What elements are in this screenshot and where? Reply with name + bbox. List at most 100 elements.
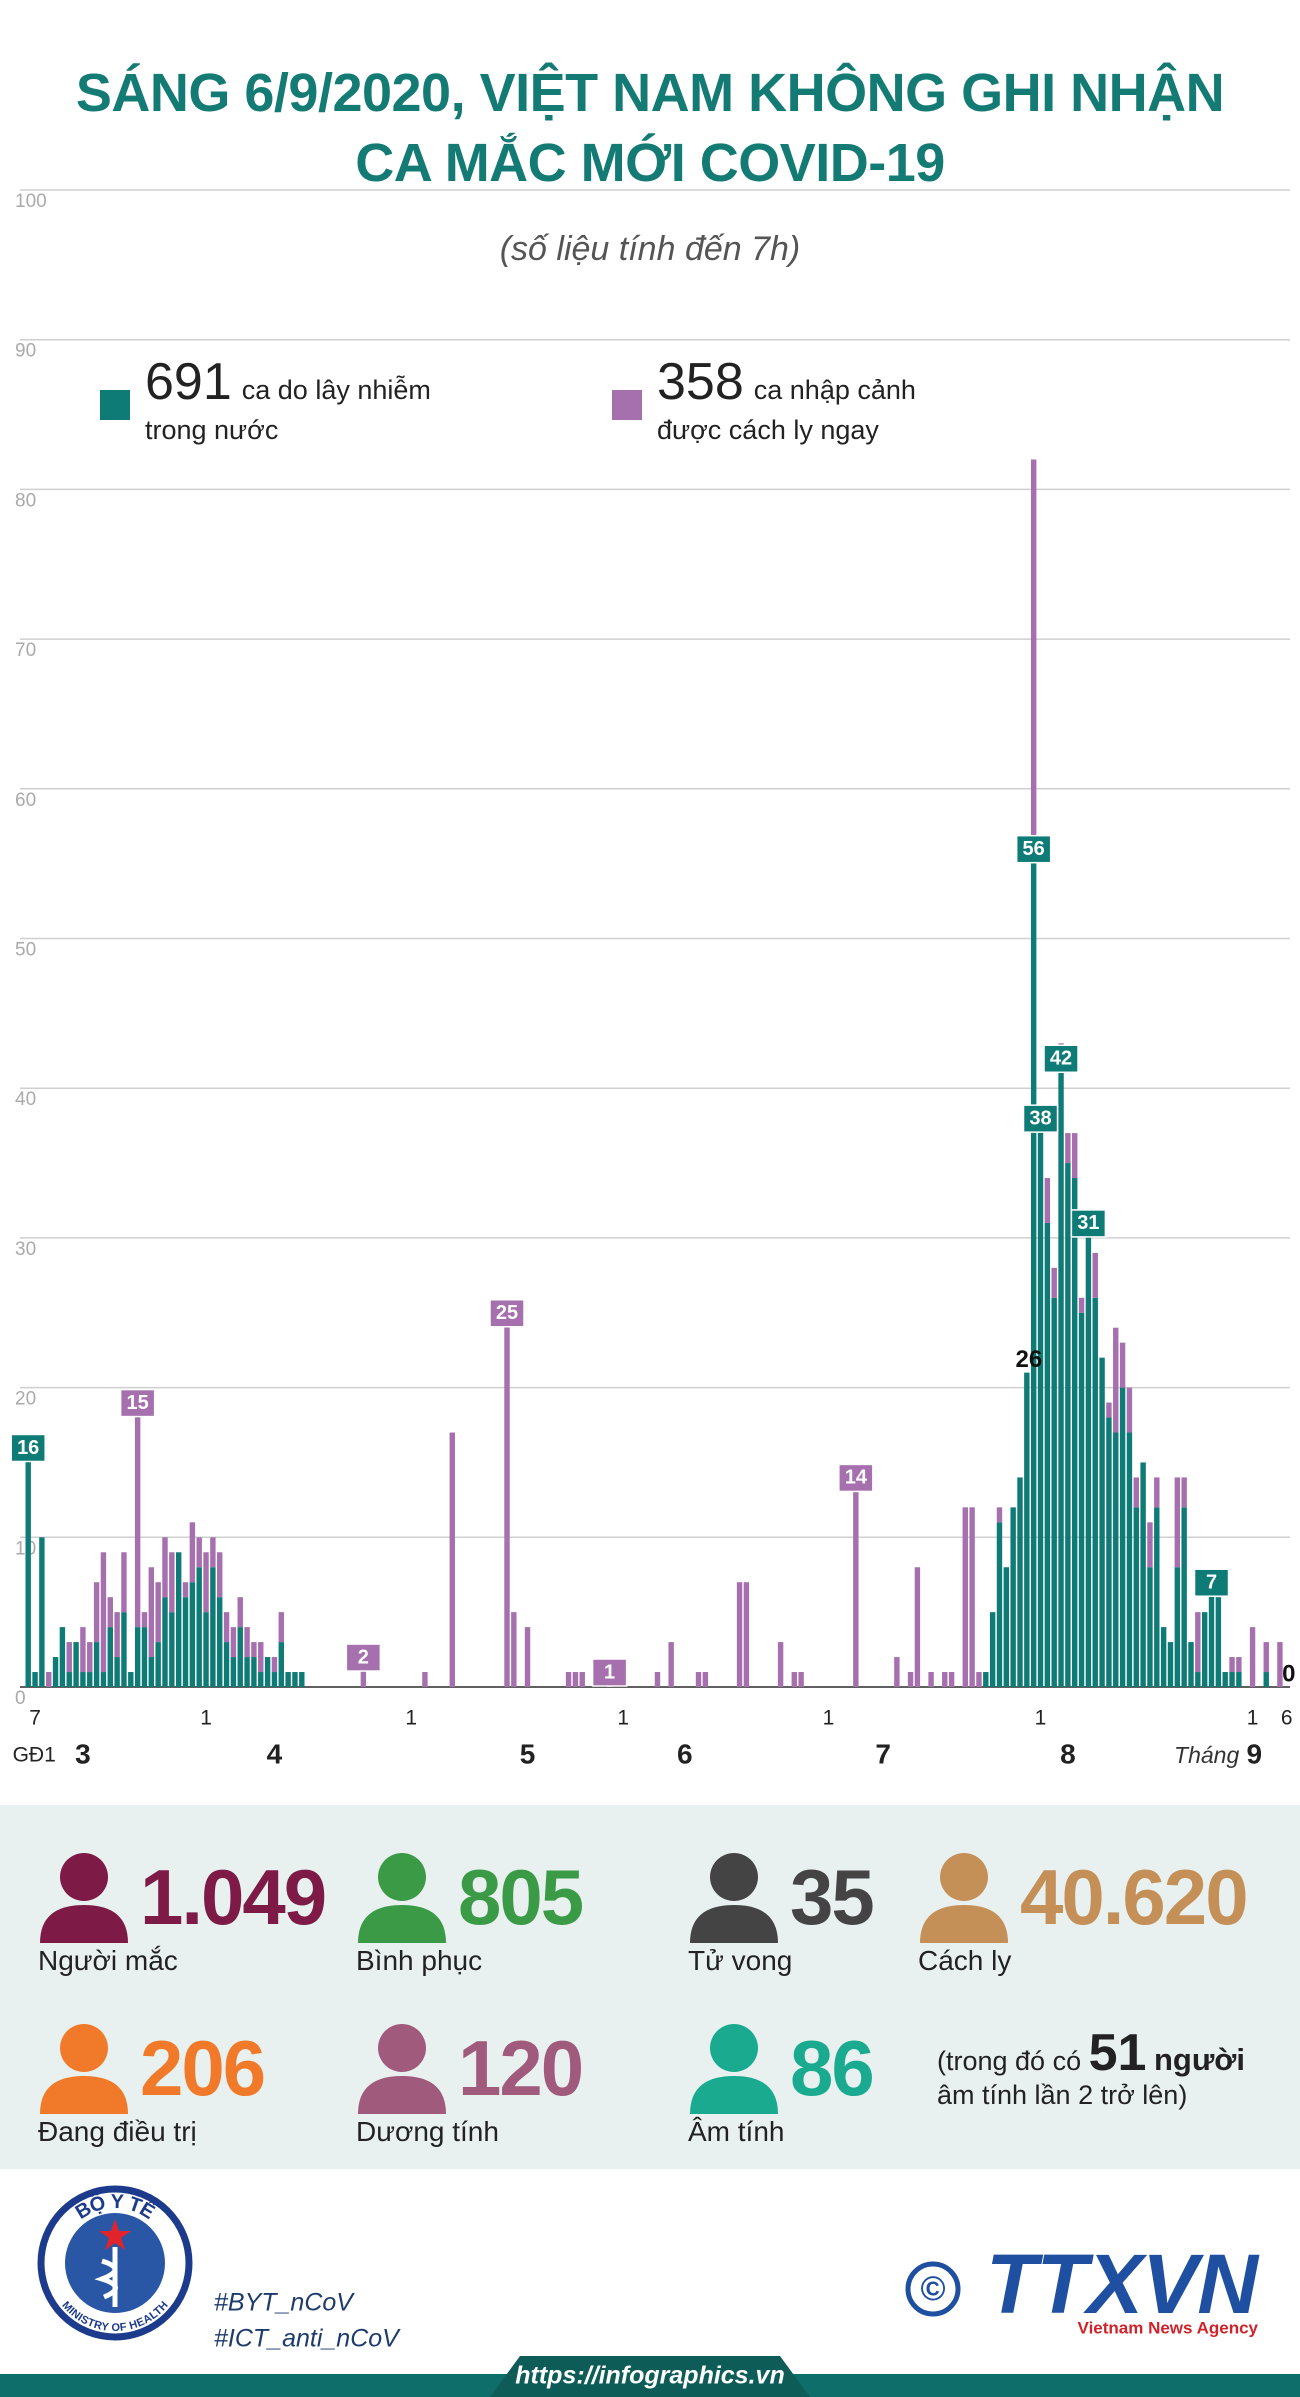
x-tick-label: 7: [29, 1707, 41, 1730]
legend-entry: 691 ca do lây nhiễm trong nước: [145, 356, 475, 450]
bar-segment: [189, 1582, 196, 1687]
icon-head: [60, 2024, 108, 2072]
bar-segment: [1058, 1058, 1064, 1687]
month-label: 6: [677, 1738, 693, 1769]
bar-segment: [996, 1522, 1003, 1687]
bar-segment: [1106, 1402, 1112, 1418]
bar-segment: [182, 1582, 189, 1598]
data-label: 16: [17, 1437, 39, 1459]
person-icon: [40, 1853, 128, 1943]
bar-segment: [52, 1657, 59, 1687]
bar-segment: [80, 1627, 86, 1673]
bar-segment: [134, 1402, 141, 1628]
bar-segment: [100, 1552, 107, 1673]
month-label: 3: [75, 1738, 91, 1769]
bar-segment: [668, 1642, 674, 1687]
bar-segment: [244, 1627, 250, 1658]
bar-segment: [46, 1672, 52, 1687]
stat-value: 40.620: [1020, 1853, 1249, 1941]
bar-segment: [141, 1627, 148, 1687]
bar-segment: [66, 1672, 72, 1687]
data-label-box: [345, 1643, 382, 1672]
icon-body: [690, 2076, 778, 2114]
data-label-box: [1193, 1568, 1230, 1597]
bar-segment: [1099, 1357, 1105, 1687]
bar-segment: [162, 1597, 168, 1687]
bar-segment: [1188, 1642, 1194, 1687]
y-tick-label: 0: [15, 1688, 26, 1709]
bar-segment: [1140, 1462, 1146, 1687]
bar-segment: [203, 1552, 209, 1613]
bar-segment: [360, 1657, 367, 1687]
stat-label: Cách ly: [918, 1945, 1012, 1976]
data-label: 0: [1282, 1660, 1295, 1687]
bar-segment: [1208, 1582, 1215, 1687]
bar-segment: [278, 1642, 284, 1687]
x-tick-label: 1: [1247, 1707, 1259, 1730]
bar-segment: [511, 1612, 517, 1687]
bar-segment: [1126, 1432, 1133, 1687]
bar-segment: [1174, 1477, 1181, 1568]
bar-segment: [654, 1672, 661, 1687]
bar-segment: [1181, 1477, 1187, 1508]
bar-segment: [230, 1627, 237, 1658]
bar-segment: [223, 1612, 230, 1643]
logo-staff: [94, 2247, 118, 2307]
person-icon: [358, 1853, 446, 1943]
icon-head: [378, 2024, 426, 2072]
bar-segment: [1154, 1477, 1160, 1508]
y-tick-label: 80: [15, 490, 36, 511]
stat-row: 805: [356, 1851, 584, 1943]
bar-segment: [1092, 1297, 1098, 1687]
bar-segment: [292, 1672, 298, 1687]
bar-segment: [155, 1642, 161, 1687]
person-icon: [40, 2024, 128, 2114]
bar-segment: [1017, 1477, 1023, 1687]
note-prefix: (trong đó có: [937, 2046, 1082, 2076]
bar-segment: [237, 1627, 243, 1687]
bar-segment: [134, 1627, 141, 1687]
bar-segment: [93, 1582, 100, 1643]
bar-segment: [107, 1627, 113, 1687]
x-tick-label: 1: [200, 1707, 212, 1730]
copyright-ring: [905, 2261, 961, 2317]
icon-body: [690, 1905, 778, 1943]
stat: 40.620 Cách ly: [918, 1851, 1249, 1977]
stat-value: 86: [790, 2024, 875, 2112]
bar-segment: [1133, 1507, 1139, 1687]
icon-head: [940, 1853, 988, 1901]
bar-segment: [87, 1642, 93, 1673]
person-icon: [920, 1853, 1008, 1943]
bar-segment: [1119, 1342, 1126, 1388]
bar-segment: [989, 1612, 996, 1687]
bar-segment: [695, 1672, 702, 1687]
stat-value: 805: [458, 1853, 584, 1941]
bar-segment: [264, 1657, 271, 1687]
stat-label: Người mắc: [38, 1945, 178, 1976]
bar-segment: [1160, 1627, 1167, 1687]
stat-value: 1.049: [140, 1853, 327, 1941]
stat-row: 35: [688, 1851, 875, 1943]
copyright: ©: [920, 2270, 945, 2308]
data-label: 7: [1206, 1571, 1217, 1593]
bar-segment: [565, 1672, 572, 1687]
bar-segment: [162, 1537, 168, 1598]
agency-name: Vietnam News Agency: [1078, 2318, 1259, 2337]
bar-segment: [114, 1612, 120, 1658]
bar-segment: [271, 1657, 278, 1673]
month-label: 7: [875, 1738, 891, 1769]
bar-segment: [1085, 1222, 1092, 1687]
data-label-box: [1070, 1209, 1107, 1238]
bar-segment: [798, 1672, 804, 1687]
bar-segment: [1003, 1567, 1010, 1687]
hashtag: #BYT_nCoV: [214, 2289, 355, 2317]
bar-segment: [299, 1672, 305, 1687]
data-label: 14: [845, 1467, 868, 1489]
bar-segment: [1113, 1327, 1119, 1433]
bar-segment: [524, 1627, 531, 1687]
url-tab: [490, 2356, 810, 2397]
bar-segment: [1024, 1372, 1030, 1687]
legend-total: 691: [145, 353, 232, 411]
data-label-box: [489, 1299, 525, 1328]
data-label: 26: [1015, 1346, 1042, 1373]
